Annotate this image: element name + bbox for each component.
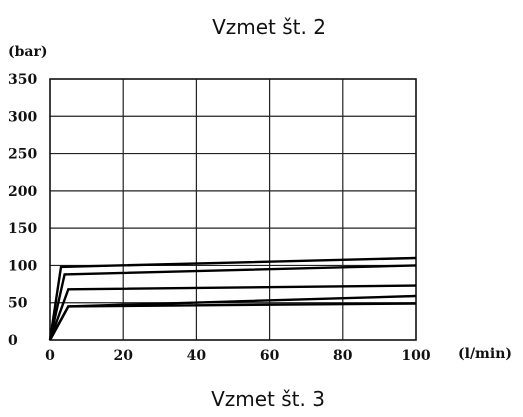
y-tick-label: 50	[8, 296, 28, 312]
series-line-1	[48, 256, 417, 341]
y-tick-label: 250	[8, 147, 37, 163]
x-tick-label: 0	[45, 348, 55, 364]
plot-frame	[49, 78, 417, 341]
series-line-5	[48, 302, 417, 341]
series-line-2	[48, 264, 417, 341]
x-tick-label: 100	[401, 348, 430, 364]
y-tick-label: 150	[8, 221, 37, 237]
x-axis-tick-labels: 0 20 40 60 80 100	[45, 348, 431, 364]
y-tick-label: 0	[8, 333, 18, 349]
x-axis-unit-label: (l/min)	[458, 346, 512, 362]
x-tick-label: 60	[260, 348, 280, 364]
top-caption: Vzmet št. 2	[212, 15, 326, 39]
y-tick-label: 200	[8, 184, 37, 200]
x-tick-label: 40	[187, 348, 207, 364]
x-tick-label: 20	[113, 348, 133, 364]
y-axis-tick-labels: 0 50 100 150 200 250 300 350	[8, 72, 37, 349]
y-axis-unit-label: (bar)	[8, 44, 47, 60]
y-tick-label: 100	[8, 258, 37, 274]
y-tick-label: 350	[8, 72, 37, 88]
series-line-3	[48, 284, 417, 341]
bottom-caption: Vzmet št. 3	[211, 387, 325, 411]
chart-series	[48, 256, 417, 341]
y-tick-label: 300	[8, 109, 37, 125]
x-tick-label: 80	[333, 348, 353, 364]
